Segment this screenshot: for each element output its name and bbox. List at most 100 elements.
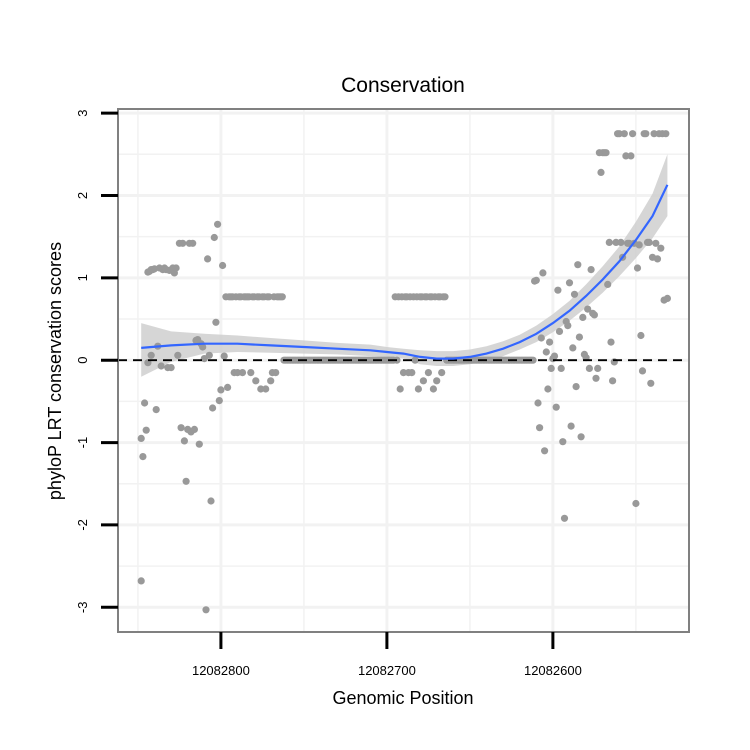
data-point xyxy=(429,385,437,393)
data-point xyxy=(252,377,260,385)
data-point xyxy=(615,130,623,138)
y-tick-label: 2 xyxy=(75,192,90,199)
data-point xyxy=(411,356,419,364)
data-point xyxy=(396,385,404,393)
data-point xyxy=(638,367,647,375)
data-point xyxy=(574,261,582,269)
confidence-ribbon xyxy=(141,154,668,377)
data-point xyxy=(564,322,572,330)
chart-title: Conservation xyxy=(341,74,465,97)
data-point xyxy=(233,369,242,377)
data-point xyxy=(532,276,540,284)
data-point xyxy=(607,338,615,346)
data-point xyxy=(539,269,547,277)
data-point xyxy=(577,433,585,441)
data-point xyxy=(629,130,637,138)
data-point xyxy=(575,333,584,341)
data-point xyxy=(209,404,217,412)
panel-border xyxy=(117,108,690,633)
data-point xyxy=(433,377,441,385)
data-point xyxy=(139,453,147,461)
data-point xyxy=(652,239,660,247)
data-point xyxy=(224,383,232,391)
y-tick-label: 3 xyxy=(75,109,90,116)
data-point xyxy=(554,286,562,294)
data-point xyxy=(645,238,653,246)
smooth-curve-group xyxy=(141,184,669,360)
data-point xyxy=(189,239,197,247)
data-point xyxy=(592,374,600,382)
data-point xyxy=(179,239,187,247)
data-point xyxy=(579,313,587,321)
data-point xyxy=(569,344,577,352)
data-point xyxy=(605,238,613,246)
data-point xyxy=(177,424,185,432)
data-point xyxy=(633,264,642,272)
smooth-curve xyxy=(141,184,669,360)
data-point xyxy=(597,168,605,176)
data-point xyxy=(663,294,672,302)
data-point xyxy=(584,305,592,313)
data-point xyxy=(653,255,662,263)
data-point xyxy=(207,497,215,505)
data-point xyxy=(204,255,212,263)
data-point xyxy=(214,220,222,228)
data-point xyxy=(147,351,155,359)
data-point xyxy=(637,331,645,340)
data-point xyxy=(542,348,550,356)
data-point xyxy=(167,364,175,372)
y-tick-label: -1 xyxy=(75,437,90,449)
data-point xyxy=(190,425,198,433)
data-point xyxy=(202,606,210,614)
data-point xyxy=(627,152,635,160)
y-tick-label: -2 xyxy=(75,519,90,531)
data-point xyxy=(152,406,160,414)
data-point xyxy=(546,338,554,346)
data-point xyxy=(215,397,223,405)
data-point xyxy=(567,422,575,430)
data-point xyxy=(278,293,286,301)
y-tick-label: 0 xyxy=(75,357,90,364)
data-point xyxy=(632,499,640,508)
data-point xyxy=(552,403,560,411)
data-point xyxy=(141,399,149,407)
data-point xyxy=(220,352,228,360)
data-point xyxy=(199,343,207,351)
data-point xyxy=(622,152,630,160)
data-point xyxy=(137,434,145,442)
data-point xyxy=(555,327,564,335)
data-point xyxy=(262,385,270,393)
data-point xyxy=(265,293,273,301)
data-point xyxy=(609,377,617,385)
data-point xyxy=(642,130,650,138)
data-point xyxy=(210,233,218,242)
y-tick-label: 1 xyxy=(75,274,90,281)
data-point xyxy=(174,351,182,359)
data-point xyxy=(438,369,446,377)
data-point xyxy=(650,130,658,138)
data-point xyxy=(557,364,565,372)
data-point xyxy=(414,385,422,393)
data-point xyxy=(272,369,280,377)
data-point xyxy=(534,399,542,407)
data-point xyxy=(441,293,449,301)
data-points xyxy=(137,130,672,614)
x-tick-label: 12082800 xyxy=(192,663,250,678)
data-point xyxy=(541,447,549,455)
data-point xyxy=(217,386,225,394)
data-point xyxy=(657,244,665,252)
data-point xyxy=(182,477,190,485)
data-point xyxy=(529,356,537,364)
data-point xyxy=(635,241,643,249)
data-point xyxy=(172,264,180,272)
data-point xyxy=(399,369,408,377)
data-point xyxy=(617,238,625,246)
data-point xyxy=(602,149,610,157)
data-point xyxy=(424,369,432,377)
y-tick-label: -3 xyxy=(75,602,90,614)
data-point xyxy=(585,364,594,372)
data-point xyxy=(565,279,574,287)
confidence-ribbon-group xyxy=(141,154,668,377)
data-point xyxy=(570,290,579,298)
